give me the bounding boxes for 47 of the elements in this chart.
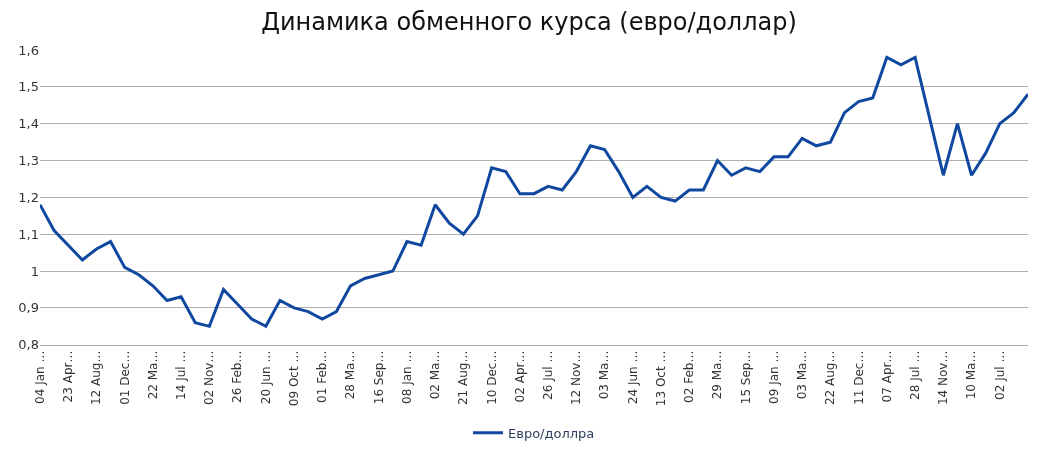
x-tick-label: 14 Jul …	[174, 350, 189, 400]
x-tick-label: 12 Nov…	[569, 350, 584, 406]
legend-label: Евро/доллра	[508, 425, 595, 441]
chart-title: Динамика обменного курса (евро/доллар)	[261, 8, 797, 37]
x-tick-label: 14 Nov…	[936, 350, 951, 406]
x-tick-label: 22 Aug…	[823, 350, 838, 406]
x-tick-label: 01 Dec…	[117, 350, 132, 405]
x-tick-label: 13 Oct …	[653, 350, 668, 407]
y-tick-label: 1,4	[18, 116, 39, 132]
x-tick-label: 03 Ma…	[795, 350, 810, 400]
x-tick-label: 10 Dec…	[484, 350, 499, 405]
x-tick-label: 26 Feb…	[230, 350, 245, 403]
x-tick-label: 02 Nov…	[202, 350, 217, 406]
x-tick-label: 21 Aug…	[456, 350, 471, 406]
x-tick-label: 02 Ma…	[428, 350, 443, 400]
x-tick-label: 01 Feb…	[315, 350, 330, 403]
y-tick-label: 1,6	[18, 42, 39, 58]
x-tick-label: 09 Oct …	[286, 350, 301, 407]
x-tick-label: 28 Jul …	[907, 350, 922, 400]
x-tick-label: 07 Apr…	[879, 350, 894, 403]
x-tick-label: 10 Ma…	[964, 350, 979, 400]
y-tick-label: 1,5	[18, 79, 39, 95]
x-tick-label: 24 Jun …	[625, 350, 640, 405]
y-tick-label: 1,2	[18, 189, 39, 205]
x-tick-label: 02 Apr…	[512, 350, 527, 403]
x-tick-label: 09 Jan …	[766, 350, 781, 404]
y-tick-label: 0,9	[18, 300, 39, 316]
y-tick-label: 1,1	[18, 226, 39, 242]
x-tick-label: 29 Ma…	[710, 350, 725, 400]
x-tick-label: 03 Ma…	[597, 350, 612, 400]
x-tick-label: 08 Jan …	[399, 350, 414, 404]
x-tick-label: 04 Jan …	[32, 350, 47, 404]
x-tick-label: 11 Dec…	[851, 350, 866, 405]
x-tick-label: 02 Jul …	[992, 350, 1007, 400]
y-tick-label: 1,3	[18, 153, 39, 169]
x-tick-label: 16 Sep…	[371, 350, 386, 405]
x-tick-label: 23 Apr…	[61, 350, 76, 403]
x-tick-label: 26 Jul …	[541, 350, 556, 400]
y-tick-label: 0,8	[18, 337, 39, 353]
line-series	[40, 55, 1028, 328]
y-tick-label: 1	[30, 263, 39, 279]
x-tick-label: 15 Sep…	[738, 350, 753, 405]
x-tick-label: 20 Jun …	[258, 350, 273, 405]
x-tick-label: 22 Ma…	[145, 350, 160, 400]
x-tick-label: 02 Feb…	[682, 350, 697, 403]
x-tick-label: 12 Aug…	[89, 350, 104, 406]
x-tick-label: 28 Ma…	[343, 350, 358, 400]
